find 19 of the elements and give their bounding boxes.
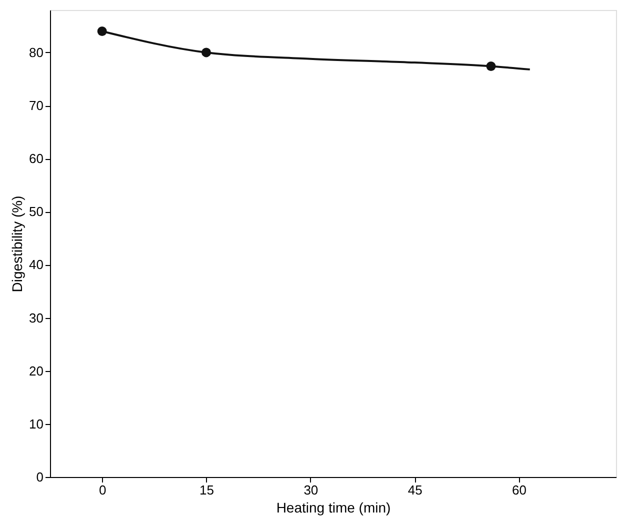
x-tick-label: 45: [408, 482, 422, 498]
y-tick-label: 30: [29, 310, 44, 326]
point: [486, 62, 496, 71]
x-axis-title: Heating time (min): [276, 500, 391, 516]
y-tick-label: 50: [29, 204, 44, 220]
y-tick-label: 10: [29, 416, 44, 432]
x-tick-label: 30: [304, 482, 318, 498]
y-tick-label: 40: [29, 257, 44, 272]
x-tick-label: 15: [200, 482, 214, 498]
x-tick-label: 0: [98, 482, 106, 498]
point: [97, 26, 107, 36]
y-tick-label: 70: [29, 98, 44, 114]
y-tick-label: 60: [29, 151, 44, 166]
y-tick-label: 80: [29, 44, 44, 60]
y-tick-label: 20: [29, 363, 44, 378]
point: [202, 48, 211, 58]
x-tick-label: 60: [512, 482, 527, 498]
y-tick-label: 0: [36, 470, 44, 484]
y-axis-title: Digestibility (%): [9, 196, 26, 292]
